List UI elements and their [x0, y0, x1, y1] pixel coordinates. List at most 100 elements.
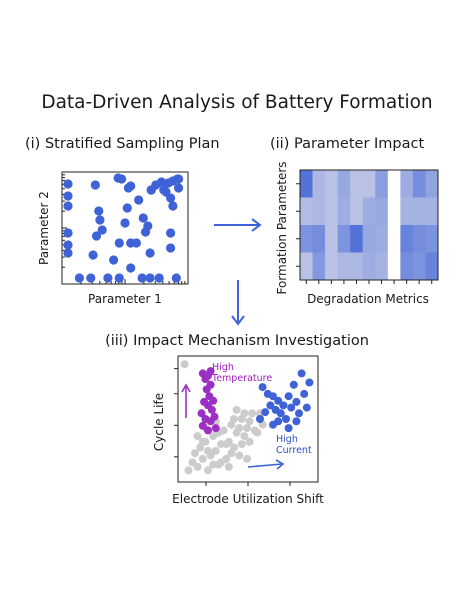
heatmap-cell: [412, 225, 426, 253]
grey-point: [191, 449, 199, 458]
sampling-point: [166, 243, 176, 253]
sampling-point: [166, 228, 176, 238]
blue-point: [297, 369, 306, 378]
heatmap-cell: [387, 225, 401, 253]
sampling-point: [88, 250, 98, 260]
heatmap-cell: [387, 170, 401, 198]
purple-point: [204, 426, 212, 435]
heatmap-cell: [425, 252, 439, 281]
sampling-point: [137, 273, 147, 283]
impact-ylabel: Formation Parameters: [275, 161, 289, 294]
mechanism-ticks: [174, 368, 291, 486]
high-temperature-label-2: Temperature: [211, 373, 272, 384]
grey-point: [227, 449, 236, 458]
heatmap-cell: [350, 225, 364, 253]
blue-point: [289, 380, 298, 389]
heatmap-cells: [300, 170, 439, 281]
sampling-points: [63, 173, 184, 283]
high-temperature-arrowhead: [181, 383, 191, 393]
sampling-point: [63, 191, 73, 201]
mechanism-ylabel: Cycle Life: [152, 393, 166, 451]
blue-point: [279, 401, 288, 410]
heatmap-cell: [412, 170, 426, 198]
panel-title-impact: (ii) Parameter Impact: [270, 136, 425, 152]
grey-point: [240, 432, 249, 441]
purple-point: [209, 396, 218, 405]
heatmap-cell: [400, 170, 414, 198]
grey-point: [198, 454, 207, 463]
high-current-label-2: Current: [276, 445, 312, 456]
heatmap-cell: [375, 225, 389, 253]
heatmap-cell: [325, 252, 338, 281]
grey-point: [235, 424, 244, 433]
heatmap-cell: [362, 197, 376, 226]
high-current-arrowhead: [275, 459, 285, 470]
sampling-ylabel: Parameter 2: [37, 191, 51, 265]
sampling-point: [173, 174, 184, 184]
grey-point: [240, 409, 249, 418]
grey-point: [248, 409, 257, 418]
sampling-point: [63, 228, 73, 238]
impact-heatmap: Degradation Metrics Formation Parameters: [275, 161, 439, 306]
heatmap-cell: [337, 197, 351, 226]
grey-point: [188, 458, 197, 467]
grey-point: [232, 405, 241, 414]
high-temperature-label-1: High: [212, 362, 234, 373]
impact-xlabel: Degradation Metrics: [307, 292, 429, 306]
purple-point: [202, 385, 211, 394]
blue-point: [300, 389, 309, 398]
sampling-point: [123, 183, 134, 193]
arrow-down: [231, 280, 245, 326]
grey-point: [198, 437, 207, 446]
sampling-point: [90, 180, 100, 190]
sampling-point: [168, 201, 178, 211]
heatmap-cell: [400, 225, 414, 253]
heatmap-cell: [325, 225, 338, 253]
sampling-point: [154, 273, 164, 283]
grey-point: [222, 440, 231, 449]
sampling-point: [63, 201, 73, 211]
heatmap-cell: [312, 225, 326, 253]
heatmap-cell: [337, 252, 351, 281]
heatmap-cell: [425, 197, 439, 226]
heatmap-cell: [412, 252, 426, 281]
heatmap-cell: [375, 252, 389, 281]
sampling-point: [95, 215, 105, 225]
purple-point: [210, 412, 219, 421]
heatmap-cell: [350, 197, 364, 226]
heatmap-cell: [375, 170, 389, 198]
heatmap-cell: [387, 197, 401, 226]
sampling-point: [114, 238, 124, 248]
purple-point: [198, 421, 207, 430]
grey-point: [211, 446, 220, 455]
sampling-point: [97, 225, 107, 235]
heatmap-cell: [350, 170, 364, 198]
grey-point: [180, 360, 189, 369]
grey-point: [184, 466, 193, 475]
sampling-point: [138, 213, 148, 223]
sampling-point: [114, 273, 124, 283]
main-title: Data-Driven Analysis of Battery Formatio…: [41, 92, 433, 113]
heatmap-cell: [362, 170, 376, 198]
grey-point: [245, 417, 254, 426]
panel-title-mechanism: (iii) Impact Mechanism Investigation: [105, 333, 369, 349]
heatmap-cell: [350, 252, 364, 281]
grey-point: [204, 446, 212, 455]
mechanism-scatter-plot: High Temperature High Current Electrode …: [152, 355, 324, 506]
heatmap-cell: [325, 170, 338, 198]
grey-point: [193, 432, 202, 441]
blue-point: [284, 424, 293, 433]
heatmap-cell: [312, 197, 326, 226]
sampling-point: [122, 203, 132, 213]
sampling-point: [126, 263, 136, 273]
sampling-point: [140, 227, 151, 237]
sampling-point: [120, 218, 130, 228]
blue-point: [266, 401, 275, 410]
grey-point: [243, 424, 251, 433]
sampling-xlabel: Parameter 1: [88, 292, 162, 306]
blue-point: [276, 409, 285, 418]
blue-point: [282, 415, 290, 423]
grey-point: [209, 460, 218, 469]
blue-point: [269, 392, 277, 401]
sampling-point: [145, 248, 155, 258]
